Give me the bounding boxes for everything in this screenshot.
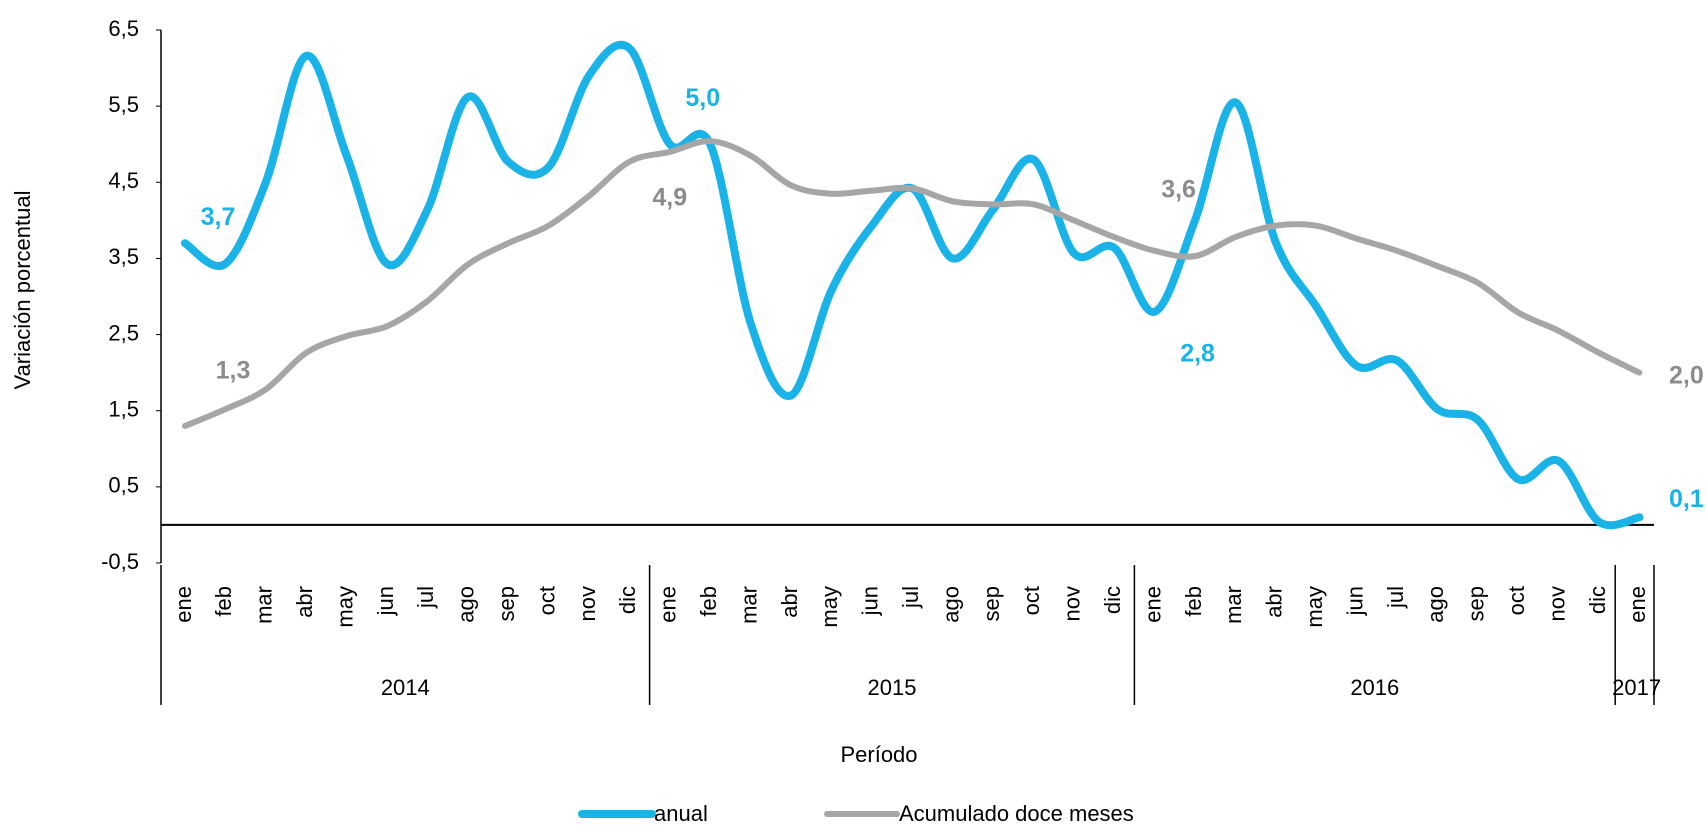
line-series	[182, 138, 1643, 429]
y-tick-label: -0,5	[101, 549, 139, 574]
x-tick-label: ago	[1423, 586, 1448, 623]
data-label: 1,3	[216, 357, 251, 385]
y-tick-label: 5,5	[108, 92, 139, 117]
x-tick-label: abr	[292, 586, 317, 618]
y-tick-label: 1,5	[108, 397, 139, 422]
x-tick-label: jul	[898, 586, 923, 609]
data-label: 4,9	[652, 183, 687, 211]
x-tick-label: abr	[1262, 586, 1287, 618]
year-label: 2016	[1350, 675, 1399, 700]
line-series	[181, 40, 1644, 530]
year-label: 2015	[868, 675, 917, 700]
year-label: 2014	[381, 675, 430, 700]
x-tick-label: oct	[1019, 586, 1044, 615]
x-tick-label: sep	[1464, 586, 1489, 621]
y-tick-label: 0,5	[108, 473, 139, 498]
data-label: 2,0	[1669, 361, 1704, 389]
data-label: 2,8	[1180, 339, 1215, 367]
x-tick-label: mar	[1221, 586, 1246, 624]
x-tick-label: dic	[615, 586, 640, 614]
x-tick-label: may	[332, 586, 357, 628]
year-label: 2017	[1612, 675, 1661, 700]
x-tick-label: jun	[858, 586, 883, 616]
x-tick-label: oct	[1504, 586, 1529, 615]
data-label: 3,6	[1161, 175, 1196, 203]
y-tick-label: 4,5	[108, 168, 139, 193]
x-tick-label: abr	[777, 586, 802, 618]
x-tick-label: mar	[252, 586, 277, 624]
x-tick-label: dic	[1100, 586, 1125, 614]
x-tick-label: ago	[454, 586, 479, 623]
x-tick-label: jun	[373, 586, 398, 616]
y-axis-label: Variación porcentual	[10, 191, 35, 390]
x-tick-label: feb	[696, 586, 721, 617]
x-tick-label: nov	[1060, 586, 1085, 621]
x-tick-label: jun	[1342, 586, 1367, 616]
y-tick-label: 6,5	[108, 16, 139, 41]
x-tick-label: feb	[211, 586, 236, 617]
y-tick-label: 2,5	[108, 320, 139, 345]
x-tick-label: ago	[938, 586, 963, 623]
x-tick-label: ene	[1140, 586, 1165, 623]
x-tick-label: jul	[1383, 586, 1408, 609]
x-tick-label: feb	[1181, 586, 1206, 617]
x-tick-label: oct	[534, 586, 559, 615]
x-tick-label: nov	[575, 586, 600, 621]
y-tick-label: 3,5	[108, 244, 139, 269]
legend-label: Acumulado doce meses	[899, 801, 1134, 826]
x-tick-label: sep	[494, 586, 519, 621]
x-tick-label: ene	[656, 586, 681, 623]
x-tick-label: may	[1302, 586, 1327, 628]
x-tick-label: ene	[171, 586, 196, 623]
x-tick-label: dic	[1585, 586, 1610, 614]
data-label: 0,1	[1669, 485, 1704, 513]
x-tick-label: mar	[736, 586, 761, 624]
x-tick-label: nov	[1544, 586, 1569, 621]
x-axis-label: Período	[840, 742, 917, 767]
x-tick-label: jul	[413, 586, 438, 609]
data-label: 5,0	[685, 84, 720, 112]
x-tick-label: may	[817, 586, 842, 628]
legend-label: anual	[654, 801, 708, 826]
x-tick-label: ene	[1625, 586, 1650, 623]
data-label: 3,7	[201, 203, 236, 231]
x-tick-label: sep	[979, 586, 1004, 621]
